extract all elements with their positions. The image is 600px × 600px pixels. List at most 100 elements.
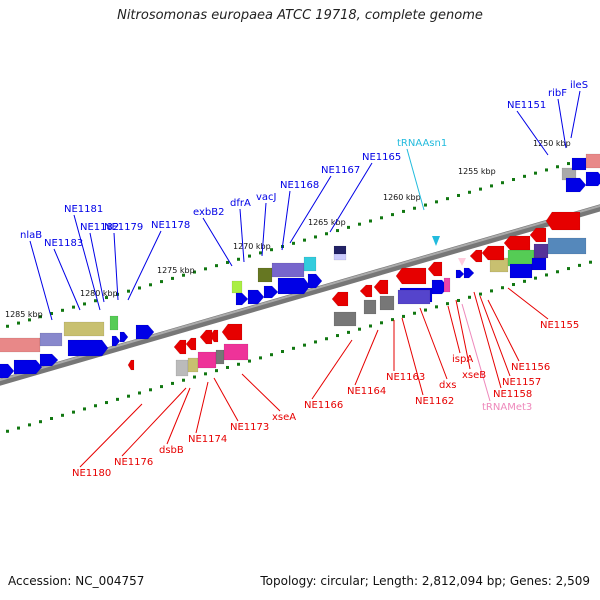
tick-mark [336, 334, 339, 338]
gene-arrow [119, 331, 129, 343]
tick-mark [534, 276, 537, 280]
tick-mark [61, 413, 64, 417]
leader-line [127, 230, 162, 301]
leader-line [281, 190, 291, 251]
gene-arrow [111, 335, 121, 347]
gene-arrow [307, 273, 323, 289]
tick-mark [237, 362, 240, 366]
gene-arrow [585, 171, 600, 187]
gene-label: dxs [439, 380, 456, 391]
gene-arrow [247, 289, 265, 305]
tick-mark [204, 267, 207, 271]
gene-arrow [257, 267, 273, 283]
gene-arrow [209, 329, 219, 343]
tick-mark [292, 346, 295, 350]
gene-arrow [585, 153, 600, 169]
accession: Accession: NC_004757 [8, 574, 145, 588]
tick-label: 1275 kbp [157, 266, 195, 275]
gene-label: NE1158 [493, 389, 532, 400]
gene-arrow [187, 357, 199, 373]
leader-line [89, 232, 105, 303]
leader-line [289, 175, 332, 244]
gene-features [0, 153, 600, 379]
tick-mark [94, 404, 97, 408]
tick-label: 1265 kbp [308, 218, 346, 227]
gene-label: NE1181 [64, 204, 103, 215]
leader-line [53, 248, 81, 311]
tick-label: 1280 kbp [80, 289, 118, 298]
tick-mark [182, 273, 185, 277]
tick-mark [490, 289, 493, 293]
tick-label: 1285 kbp [5, 310, 43, 319]
gene-arrow [173, 339, 187, 355]
tick-mark [160, 385, 163, 389]
tick-mark [369, 219, 372, 223]
tick-mark [259, 251, 262, 255]
gene-arrow [39, 332, 63, 347]
gene-arrow [197, 351, 217, 369]
gene-arrow [135, 324, 155, 340]
tick-mark [501, 181, 504, 185]
tick-mark [468, 190, 471, 194]
gene-arrow [63, 321, 105, 337]
tick-mark [446, 197, 449, 201]
gene-arrow [531, 257, 547, 271]
tick-mark [215, 264, 218, 268]
gene-arrow [373, 279, 389, 295]
gene-arrow [333, 311, 357, 327]
genome-summary: Topology: circular; Length: 2,812,094 bp… [260, 574, 590, 588]
tick-mark [149, 388, 152, 392]
tick-mark [138, 286, 141, 290]
tick-mark [314, 340, 317, 344]
gene-arrow [127, 359, 135, 371]
gene-label: NE1166 [304, 400, 343, 411]
tick-mark [28, 318, 31, 322]
tick-mark [391, 318, 394, 322]
tick-mark [391, 213, 394, 217]
gene-label: nlaB [20, 230, 42, 241]
tick-mark [358, 327, 361, 331]
leader-line [455, 299, 471, 370]
tick-mark [6, 324, 9, 328]
leader-line [239, 208, 245, 263]
leader-line [487, 299, 520, 362]
tick-mark [237, 257, 240, 261]
gene-label: NE1155 [540, 320, 579, 331]
gene-label: NE1167 [321, 165, 360, 176]
gene-label: NE1176 [114, 457, 153, 468]
tick-mark [347, 225, 350, 229]
tick-mark [160, 280, 163, 284]
gene-arrow [333, 253, 347, 261]
tick-mark [435, 305, 438, 309]
gene-arrow [263, 285, 279, 299]
tick-mark [512, 178, 515, 182]
gene-arrow [199, 329, 213, 345]
gene-label: NE1168 [280, 180, 319, 191]
gene-arrow [443, 277, 451, 293]
leader-line [570, 90, 581, 139]
tick-mark [6, 429, 9, 433]
tick-mark [94, 299, 97, 303]
tick-mark [468, 295, 471, 299]
tick-mark [72, 305, 75, 309]
gene-arrow [109, 315, 119, 331]
tick-mark [193, 375, 196, 379]
tick-mark [193, 270, 196, 274]
tick-mark [457, 193, 460, 197]
leader-line [507, 287, 549, 320]
leader-line [121, 387, 187, 457]
trna-marker [432, 236, 440, 246]
tick-mark [556, 270, 559, 274]
tick-mark [39, 420, 42, 424]
tick-mark [17, 321, 20, 325]
tick-mark [270, 353, 273, 357]
gene-label: NE1182 [80, 222, 119, 233]
tick-mark [127, 394, 130, 398]
map-title: Nitrosomonas europaea ATCC 19718, comple… [117, 8, 483, 23]
tick-mark [369, 324, 372, 328]
tick-mark [545, 273, 548, 277]
tick-mark [402, 209, 405, 213]
tick-mark [325, 337, 328, 341]
